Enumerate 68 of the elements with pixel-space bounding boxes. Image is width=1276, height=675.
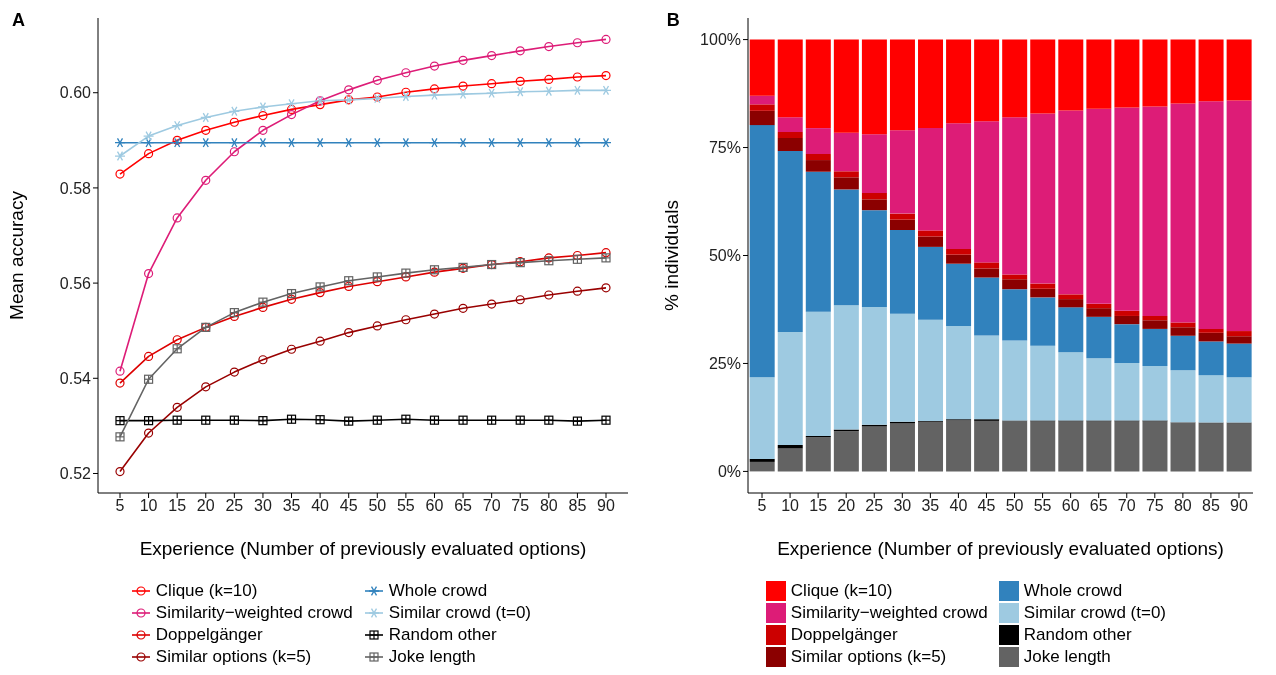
x-tick-label: 80: [1173, 497, 1192, 515]
y-tick-label: 0.56: [59, 274, 92, 292]
x-tick-label: 5: [115, 497, 125, 515]
x-tick-label: 75: [1145, 497, 1164, 515]
x-tick-label: 25: [865, 497, 884, 515]
y-tick-label: 0%: [717, 463, 741, 481]
x-tick-label: 10: [139, 497, 158, 515]
x-tick-label: 70: [1117, 497, 1136, 515]
legend-label: Whole crowd: [388, 580, 488, 602]
y-tick-label: 100%: [699, 31, 741, 49]
y-axis-title: % individuals: [660, 200, 682, 311]
x-tick-label: 40: [311, 497, 330, 515]
legend-label: Joke length: [1023, 646, 1111, 668]
x-tick-label: 5: [757, 497, 767, 515]
y-tick-label: 0.58: [59, 179, 92, 197]
x-tick-label: 35: [282, 497, 301, 515]
x-tick-label: 50: [1005, 497, 1024, 515]
chart-title: B: [666, 10, 680, 31]
x-tick-label: 30: [254, 497, 272, 515]
legend-label: Joke length: [388, 646, 476, 668]
x-tick-label: 65: [454, 497, 473, 515]
x-tick-label: 55: [1033, 497, 1052, 515]
x-tick-label: 15: [168, 497, 187, 515]
x-tick-label: 30: [893, 497, 912, 515]
y-tick-label: 50%: [708, 247, 741, 265]
x-tick-label: 60: [425, 497, 444, 515]
x-tick-label: 65: [1089, 497, 1108, 515]
legend-label: Doppelgänger: [790, 624, 898, 646]
x-tick-label: 85: [568, 497, 587, 515]
legend-label: Similar crowd (t=0): [388, 602, 531, 624]
x-tick-label: 25: [225, 497, 244, 515]
legend-label: Similar crowd (t=0): [1023, 602, 1166, 624]
legend-label: Whole crowd: [1023, 580, 1123, 602]
y-tick-label: 0.54: [59, 369, 92, 387]
x-tick-label: 85: [1201, 497, 1220, 515]
x-tick-label: 70: [482, 497, 501, 515]
y-tick-label: 75%: [708, 139, 741, 157]
legend-label: Similarity−weighted crowd: [790, 602, 988, 624]
x-tick-label: 20: [837, 497, 856, 515]
y-tick-label: 0.52: [59, 465, 92, 483]
x-axis-title: Experience (Number of previously evaluated options): [776, 538, 1224, 559]
legend-label: Similar options (k=5): [155, 646, 312, 668]
x-tick-label: 55: [396, 497, 415, 515]
x-axis-title: Experience (Number of previously evaluated options): [139, 538, 587, 559]
x-tick-label: 90: [1229, 497, 1248, 515]
x-tick-label: 80: [539, 497, 558, 515]
y-axis-title: Mean accuracy: [5, 190, 27, 320]
legend-label: Clique (k=10): [155, 580, 258, 602]
legend-label: Random other: [1023, 624, 1132, 646]
y-tick-label: 0.60: [59, 84, 92, 102]
legend-label: Doppelgänger: [155, 624, 263, 646]
y-tick-label: 25%: [708, 355, 741, 373]
x-tick-label: 50: [368, 497, 387, 515]
x-tick-label: 35: [921, 497, 940, 515]
x-tick-label: 10: [781, 497, 799, 515]
legend-label: Clique (k=10): [790, 580, 893, 602]
x-tick-label: 90: [597, 497, 615, 515]
x-tick-label: 45: [339, 497, 358, 515]
x-tick-label: 60: [1061, 497, 1080, 515]
x-tick-label: 75: [511, 497, 530, 515]
legend-label: Random other: [388, 624, 497, 646]
x-tick-label: 45: [977, 497, 996, 515]
x-tick-label: 20: [196, 497, 215, 515]
legend-label: Similar options (k=5): [790, 646, 947, 668]
x-tick-label: 15: [809, 497, 827, 515]
legend-label: Similarity−weighted crowd: [155, 602, 353, 624]
x-tick-label: 40: [949, 497, 968, 515]
chart-title: A: [12, 10, 25, 31]
